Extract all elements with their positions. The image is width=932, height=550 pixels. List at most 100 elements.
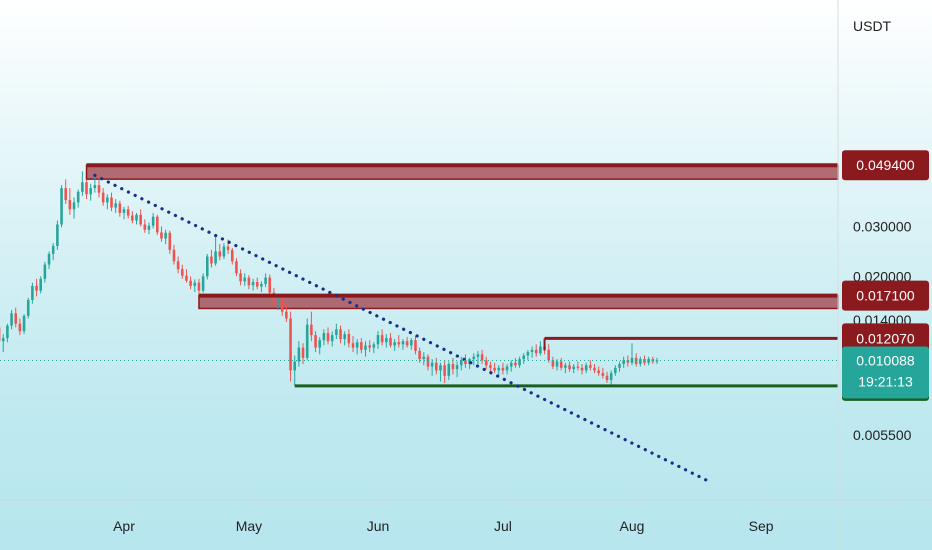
resistance-price-label-text: 0.017100 [856, 288, 915, 304]
candle [464, 354, 467, 368]
candle [81, 171, 84, 196]
candle [76, 189, 80, 208]
candle [364, 341, 367, 357]
candle-body [564, 365, 567, 368]
candle [160, 226, 163, 242]
candle [626, 355, 630, 367]
resistance-price-label-text: 0.012070 [856, 330, 915, 346]
candle [472, 353, 476, 366]
candle [484, 356, 488, 370]
candle-body [126, 209, 130, 216]
candle-body [426, 356, 430, 367]
current-price-text: 0.010088 [856, 352, 915, 368]
candle-body [355, 342, 359, 348]
candle [614, 365, 617, 376]
downtrend-line[interactable] [93, 173, 709, 483]
candle-body [518, 359, 521, 366]
candle [618, 361, 621, 372]
candle-body [447, 364, 451, 376]
candle [609, 370, 613, 385]
candle [522, 353, 526, 365]
y-tick-label: 0.020000 [853, 268, 912, 284]
candle [539, 341, 542, 356]
candle [297, 341, 301, 367]
candle [351, 336, 355, 353]
candle-body [601, 373, 605, 376]
candle-body [118, 203, 122, 213]
candle [22, 314, 26, 335]
candle [559, 357, 563, 371]
candle-body [35, 285, 38, 291]
candle [443, 360, 446, 383]
candle-body [310, 324, 313, 336]
current-price-badge-bg [842, 346, 929, 399]
candle [534, 344, 538, 357]
candle-body [43, 264, 47, 279]
candle-body [368, 345, 371, 348]
candle-body [580, 367, 584, 371]
candle-body [168, 232, 172, 250]
candle-body [551, 360, 555, 367]
candle-body [509, 362, 513, 367]
candle [584, 362, 588, 374]
price-labels: 0.0494000.0171000.0120700.0082000.010088… [842, 150, 929, 401]
candle-body [156, 216, 159, 233]
candle-body [484, 360, 488, 366]
candle-body [493, 367, 496, 371]
resistance-zone[interactable] [85, 164, 839, 180]
candle-body [172, 249, 176, 262]
resistance-price-label: 0.017100 [842, 280, 929, 311]
candle [168, 230, 172, 254]
candle-body [622, 360, 625, 365]
candle-body [164, 232, 167, 239]
resistance-price-label: 0.012070 [842, 323, 929, 354]
candle-body [56, 224, 59, 246]
candle-body [568, 365, 571, 370]
candle-body [522, 355, 526, 360]
candle [576, 361, 580, 371]
candle-body [380, 335, 384, 343]
candle [218, 244, 222, 261]
candle-body [410, 340, 413, 346]
candle-body [618, 364, 621, 368]
candle [634, 353, 638, 367]
candle [260, 281, 263, 293]
candle-body [339, 329, 342, 340]
candle [126, 205, 130, 219]
candle-body [268, 277, 272, 293]
candle [72, 197, 76, 219]
resistance-price-label-bg [842, 150, 929, 181]
candle-body [276, 299, 280, 302]
candle-body [285, 311, 288, 319]
candle-body [106, 197, 109, 203]
candle [514, 357, 517, 368]
candle [214, 234, 217, 266]
current-price-badge: 0.010088 19:21:13 [842, 346, 929, 399]
candle [18, 318, 22, 336]
candle-body [93, 185, 97, 189]
candle [393, 339, 396, 351]
candle [93, 176, 97, 193]
candle [106, 194, 109, 210]
candle [405, 337, 409, 348]
candle [6, 323, 9, 343]
candle [547, 344, 551, 363]
candle-body [335, 329, 338, 336]
candle-body [39, 278, 43, 291]
candle-body [480, 354, 484, 361]
candle [131, 211, 134, 224]
candle [89, 183, 92, 201]
candle-body [76, 191, 80, 203]
candle [476, 350, 480, 365]
candle-body [655, 360, 659, 362]
candle [255, 277, 259, 290]
candle-body [72, 202, 76, 210]
candle-body [626, 360, 630, 363]
candle-body [51, 245, 55, 254]
resistance-price-label-text: 0.049400 [856, 157, 915, 173]
candle-body [326, 333, 330, 342]
candle [68, 188, 72, 215]
candle [605, 371, 609, 383]
